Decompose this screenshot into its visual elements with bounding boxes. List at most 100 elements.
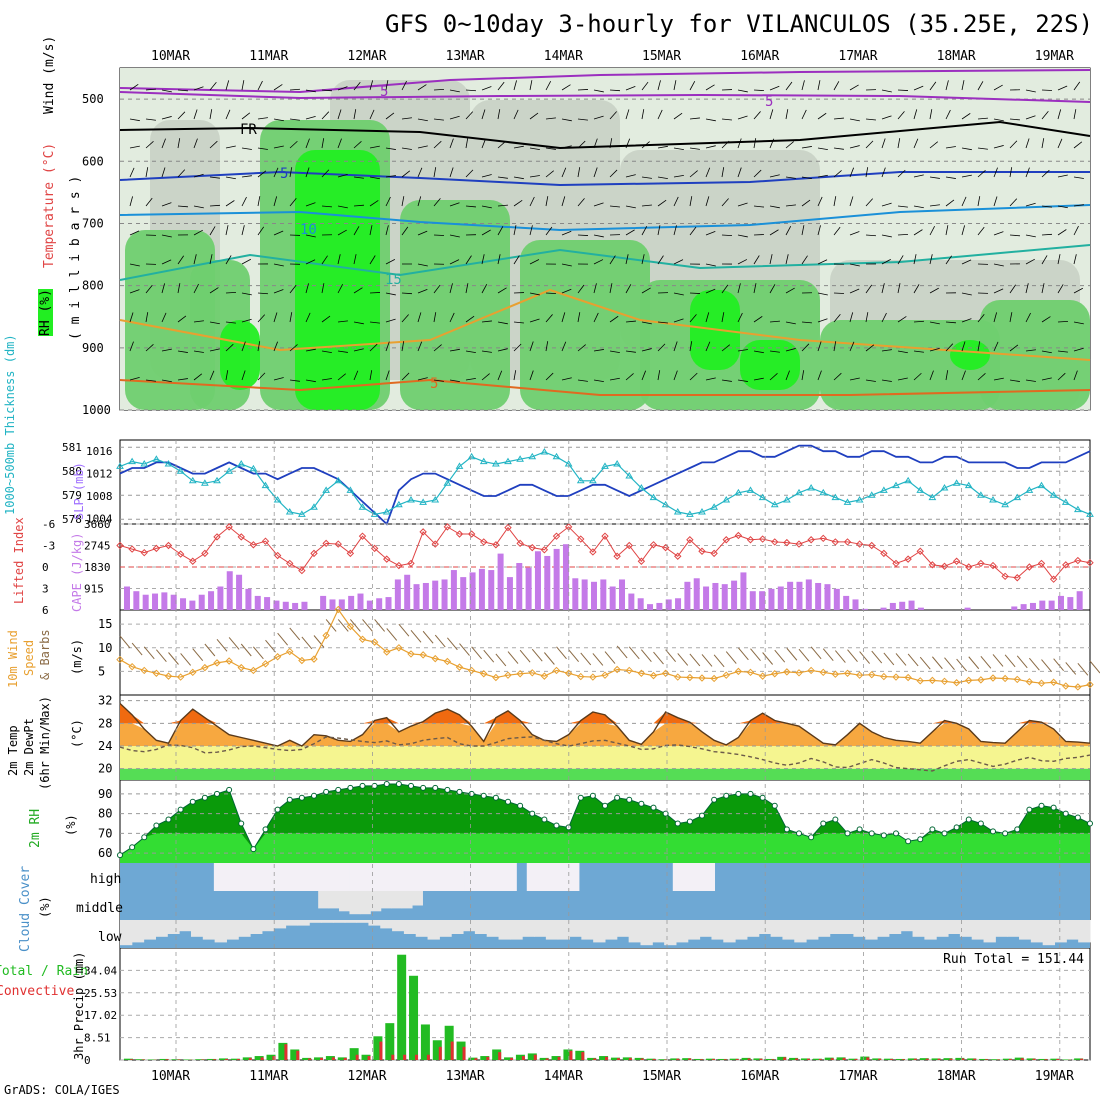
wind-barb <box>625 86 636 91</box>
rh2m-point <box>383 780 390 787</box>
wind-barb <box>497 109 501 120</box>
wind-barb <box>625 373 634 381</box>
thickness-point <box>394 500 403 508</box>
wind-barb <box>401 196 405 207</box>
date-bottom-17MAR: 17MAR <box>838 1069 877 1084</box>
li-point <box>504 523 512 532</box>
wind-barb <box>689 117 700 120</box>
wind-barb <box>529 318 540 323</box>
wind10-point <box>552 666 561 675</box>
cloud-gap-high <box>349 863 361 891</box>
wind-barb <box>561 84 571 91</box>
cape-tick-2745: 2745 <box>84 540 111 553</box>
wind-barb <box>945 199 955 207</box>
wind-barb <box>561 263 572 267</box>
wind-barb <box>609 111 617 120</box>
wind-barb <box>209 176 220 179</box>
upper-tick-900: 900 <box>82 341 104 355</box>
wind-barb <box>657 145 668 149</box>
wind-barb <box>609 89 621 92</box>
wind10-point <box>601 671 609 679</box>
temp-contour-label-0: 5 <box>380 84 388 100</box>
wind-barb <box>897 205 908 208</box>
cape-bar <box>124 586 130 610</box>
cloud-gap-low <box>1007 920 1020 937</box>
wind-barb <box>337 174 348 178</box>
cape-bar <box>226 571 233 610</box>
wind-barb <box>209 254 213 265</box>
li-point <box>601 532 609 540</box>
thickness-point <box>1025 486 1034 493</box>
cape-bar <box>572 578 579 610</box>
precip-conv-bar <box>379 1041 383 1060</box>
rh2m-point <box>917 836 924 843</box>
cloud-gap-low <box>841 920 854 934</box>
wind-barb <box>929 225 935 236</box>
wind-barb <box>1041 111 1049 120</box>
precip-total-bar <box>385 1023 395 1060</box>
wind-barb <box>961 341 966 352</box>
cape-bar <box>600 579 607 610</box>
precip-ylabel-conv: Convective <box>0 984 74 999</box>
wind-barb <box>641 81 649 91</box>
wind-barb <box>401 80 407 91</box>
cape-bar <box>852 599 859 610</box>
temp-ylabel-1-text: 2m Temp <box>6 725 20 776</box>
wind-barb <box>337 109 342 120</box>
wind-barb <box>145 167 149 178</box>
precip-total-bar <box>955 1057 965 1060</box>
cloud-gap-low <box>190 920 204 937</box>
cloud-ylabel: Cloud Cover <box>18 866 33 952</box>
wind-barb <box>849 118 860 122</box>
wind-barb <box>305 348 316 352</box>
wind-barb <box>577 234 589 236</box>
wind-barb <box>689 81 696 91</box>
cloud-gap-high <box>422 863 434 891</box>
temp-band-lt20 <box>120 768 1090 780</box>
wind-barb <box>193 205 204 209</box>
wind10-point <box>176 673 185 681</box>
cape-bar <box>236 574 243 610</box>
precip-total-bar <box>266 1054 276 1060</box>
wind-barb <box>545 372 554 381</box>
wind10-point <box>225 657 233 665</box>
precip-conv-bar <box>1008 1058 1012 1060</box>
temp-contour-label-5: 15 <box>385 272 402 288</box>
wind-barb <box>705 167 711 178</box>
wind10-point <box>734 667 743 676</box>
wind-barb <box>769 174 780 178</box>
precip-total-bar <box>254 1056 264 1060</box>
wind-barb <box>241 196 247 207</box>
precip-total-bar <box>325 1056 335 1060</box>
wind-barb <box>337 205 348 209</box>
wind-barb <box>673 225 677 236</box>
cape-ylabel-li: Lifted Index <box>12 517 26 604</box>
wind-barb <box>513 199 523 207</box>
wind-barb <box>257 117 268 120</box>
wind10-barb <box>713 654 725 668</box>
cloud-gap-low <box>380 920 393 929</box>
wind-barb <box>641 109 645 120</box>
cloud-gap-low <box>735 920 748 940</box>
precip-ylabel-right: 3hr Precip (mm) <box>72 952 86 1060</box>
wind-barb <box>273 118 284 122</box>
cape-bar <box>684 581 691 610</box>
cloud-gap-high <box>683 863 695 891</box>
thickness-point <box>976 491 985 498</box>
wind-ylabel-1: 10m Wind <box>6 630 20 688</box>
wind10-barb <box>931 656 943 670</box>
precip-conv-bar <box>605 1056 609 1060</box>
wind-barb <box>865 118 876 121</box>
cloud-gap-low <box>557 920 571 940</box>
rh2m-point <box>1087 820 1093 827</box>
wind-barb <box>465 377 476 381</box>
wind-barb <box>129 341 134 352</box>
wind-ylabel-unit: (m/s) <box>70 639 84 675</box>
wind10-barb <box>1004 654 1016 668</box>
wind10-point <box>783 668 791 676</box>
wind-barb <box>817 80 821 91</box>
wind-barb <box>817 341 822 352</box>
cloud-gap-low <box>510 920 523 940</box>
cloud-gap-low <box>131 920 145 943</box>
date-top-15MAR: 15MAR <box>642 49 681 64</box>
